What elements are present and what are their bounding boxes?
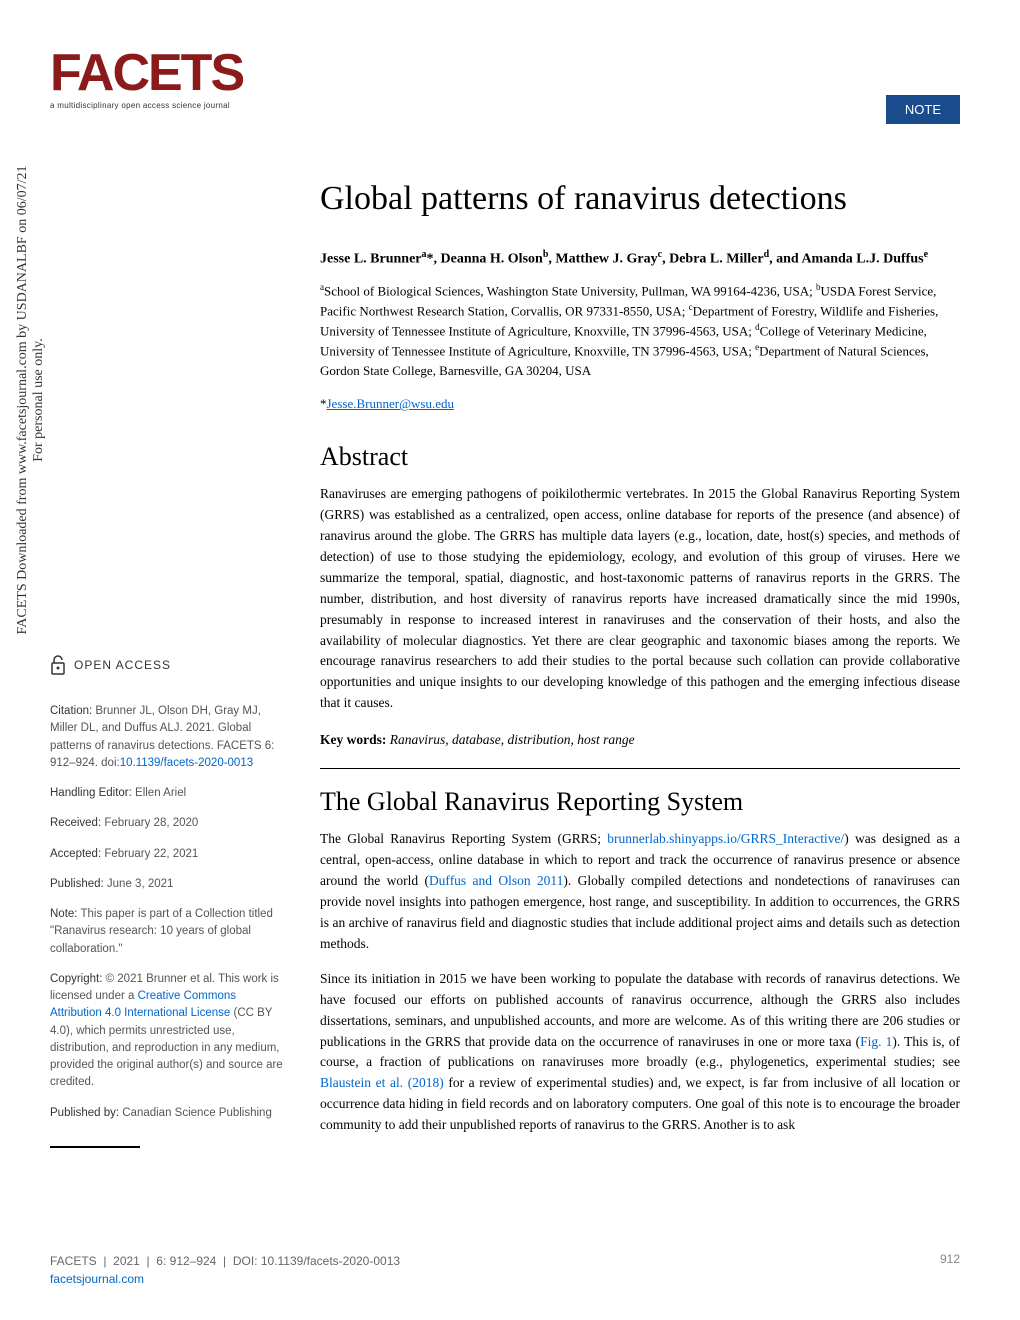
watermark-line1: FACETS Downloaded from www.facetsjournal…	[15, 150, 31, 650]
published-by-value: Canadian Science Publishing	[119, 1107, 272, 1119]
sidebar-divider	[50, 1146, 140, 1148]
published-by-label: Published by:	[50, 1107, 119, 1119]
citation-label: Citation:	[50, 705, 92, 717]
published-value: June 3, 2021	[104, 878, 174, 890]
section1-heading: The Global Ranavirus Reporting System	[320, 787, 960, 817]
affiliations: aSchool of Biological Sciences, Washingt…	[320, 281, 960, 380]
doi-link[interactable]: 10.1139/facets-2020-0013	[120, 757, 253, 769]
copyright-label: Copyright:	[50, 973, 102, 985]
citation-link[interactable]: Duffus and Olson 2011	[429, 873, 563, 888]
accepted-value: February 22, 2021	[101, 848, 198, 860]
journal-logo: FACETS	[50, 50, 270, 97]
collection-note-block: Note: This paper is part of a Collection…	[50, 906, 290, 958]
citation-block: Citation: Brunner JL, Olson DH, Gray MJ,…	[50, 703, 290, 772]
footer-doi-label: DOI:	[233, 1254, 258, 1268]
abstract-text: Ranaviruses are emerging pathogens of po…	[320, 484, 960, 714]
section1-para1: The Global Ranavirus Reporting System (G…	[320, 829, 960, 955]
accepted-block: Accepted: February 22, 2021	[50, 846, 290, 863]
footer-pages: 6: 912–924	[156, 1254, 216, 1268]
journal-tagline: a multidisciplinary open access science …	[50, 101, 270, 110]
page-footer: FACETS | 2021 | 6: 912–924 | DOI: 10.113…	[50, 1252, 960, 1288]
download-watermark: FACETS Downloaded from www.facetsjournal…	[15, 150, 47, 650]
authors-list: Jesse L. Brunnera*, Deanna H. Olsonb, Ma…	[320, 248, 960, 269]
section1-para2: Since its initiation in 2015 we have bee…	[320, 969, 960, 1136]
text-fragment: The Global Ranavirus Reporting System (G…	[320, 831, 607, 846]
article-title: Global patterns of ranavirus detections	[320, 180, 960, 218]
grrs-url-link[interactable]: brunnerlab.shinyapps.io/GRRS_Interactive…	[607, 831, 844, 846]
abstract-heading: Abstract	[320, 442, 960, 472]
corresponding-email-link[interactable]: Jesse.Brunner@wsu.edu	[327, 396, 455, 411]
keywords-label: Key words:	[320, 732, 386, 747]
copyright-text-post: (CC BY 4.0), which permits unrestricted …	[50, 1007, 283, 1088]
handling-editor-value: Ellen Ariel	[132, 787, 186, 799]
received-block: Received: February 28, 2020	[50, 815, 290, 832]
open-lock-icon	[50, 655, 66, 675]
published-label: Published:	[50, 878, 104, 890]
keywords-text: Ranavirus, database, distribution, host …	[386, 732, 634, 747]
open-access-badge: OPEN ACCESS	[50, 655, 290, 675]
article-type-badge: NOTE	[886, 95, 960, 124]
copyright-block: Copyright: © 2021 Brunner et al. This wo…	[50, 971, 290, 1092]
figure-ref-link[interactable]: Fig. 1	[860, 1034, 892, 1049]
page-number: 912	[940, 1252, 960, 1266]
metadata-sidebar: OPEN ACCESS Citation: Brunner JL, Olson …	[50, 655, 290, 1148]
open-access-label: OPEN ACCESS	[74, 656, 171, 674]
handling-editor-block: Handling Editor: Ellen Ariel	[50, 785, 290, 802]
note-text: This paper is part of a Collection title…	[50, 908, 273, 955]
watermark-line2: For personal use only.	[31, 150, 47, 650]
received-value: February 28, 2020	[101, 817, 198, 829]
handling-editor-label: Handling Editor:	[50, 787, 132, 799]
note-label: Note:	[50, 908, 78, 920]
footer-year: 2021	[113, 1254, 140, 1268]
corresponding-author: *Jesse.Brunner@wsu.edu	[320, 396, 960, 412]
citation-link[interactable]: Blaustein et al. (2018)	[320, 1075, 444, 1090]
section-divider	[320, 768, 960, 769]
footer-journal-url[interactable]: facetsjournal.com	[50, 1272, 144, 1286]
main-content: Global patterns of ranavirus detections …	[320, 180, 960, 1136]
published-by-block: Published by: Canadian Science Publishin…	[50, 1105, 290, 1122]
received-label: Received:	[50, 817, 101, 829]
footer-journal: FACETS	[50, 1254, 97, 1268]
footer-citation: FACETS | 2021 | 6: 912–924 | DOI: 10.113…	[50, 1252, 400, 1288]
keywords: Key words: Ranavirus, database, distribu…	[320, 732, 960, 748]
accepted-label: Accepted:	[50, 848, 101, 860]
published-block: Published: June 3, 2021	[50, 876, 290, 893]
journal-logo-block: FACETS a multidisciplinary open access s…	[50, 50, 270, 110]
footer-doi: 10.1139/facets-2020-0013	[261, 1254, 400, 1268]
